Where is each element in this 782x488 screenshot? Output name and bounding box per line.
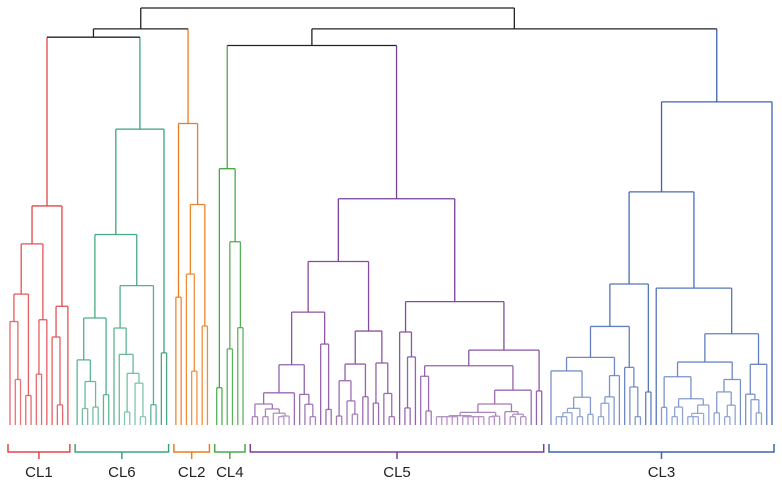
cluster-label-cl6: CL6 [108, 464, 136, 481]
cluster-bracket-cl6 [74, 444, 170, 459]
dendrogram-links [9, 7, 773, 425]
cluster-label-cl3: CL3 [648, 464, 676, 481]
cluster-bracket-cl1 [7, 444, 71, 459]
cluster-label-cl4: CL4 [216, 464, 244, 481]
cluster-bracket-cl5 [249, 444, 545, 459]
cluster-bracket-cl4 [213, 444, 246, 459]
cluster-labels: CL1 CL6 CL2 CL4 CL5 CL3 [25, 464, 675, 481]
cluster-label-cl5: CL5 [383, 464, 411, 481]
cluster-bracket-cl3 [548, 444, 775, 459]
cluster-label-cl1: CL1 [25, 464, 53, 481]
cluster-brackets [7, 444, 775, 459]
cluster-bracket-cl2 [173, 444, 211, 459]
cluster-label-cl2: CL2 [178, 464, 206, 481]
